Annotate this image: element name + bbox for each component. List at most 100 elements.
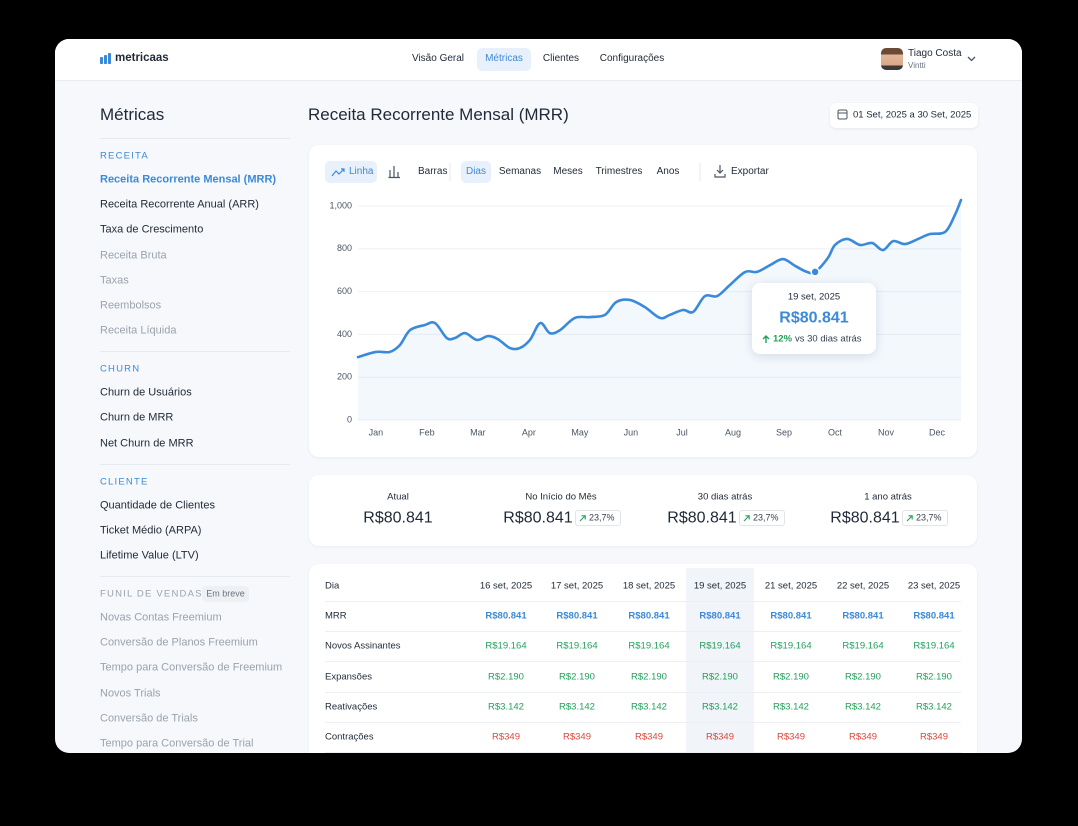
- table-cell: R$3.142: [845, 701, 881, 713]
- table-cell: R$349: [563, 731, 591, 743]
- nav-active-pill: [477, 48, 531, 71]
- stat-value: R$80.841: [363, 509, 433, 527]
- column-header: 17 set, 2025: [550, 580, 604, 592]
- period[interactable]: Trimestres: [595, 166, 643, 177]
- nav-item[interactable]: Métricas: [485, 53, 523, 64]
- table-cell: R$349: [492, 731, 520, 743]
- table-card: [309, 564, 977, 764]
- table-cell: R$3.142: [773, 701, 809, 713]
- table-cell: R$2.190: [631, 670, 667, 682]
- nav-item[interactable]: Visão Geral: [411, 53, 465, 64]
- sidebar-item[interactable]: Taxa de Crescimento: [100, 223, 204, 236]
- period[interactable]: Dias: [465, 166, 487, 177]
- divider: [100, 463, 290, 465]
- period[interactable]: Anos: [656, 166, 680, 177]
- section-heading: FUNIL DE VENDAS: [100, 588, 203, 600]
- toggle-active: [325, 161, 377, 183]
- divider: [100, 576, 290, 577]
- sidebar-item[interactable]: Receita Recorrente Anual (ARR): [100, 198, 259, 211]
- toggle-active: [461, 161, 491, 183]
- user-company: Vintti: [908, 61, 926, 71]
- table-cell: R$80.841: [913, 610, 955, 622]
- table-cell: R$3.142: [631, 701, 667, 713]
- column-header: 22 set, 2025: [836, 580, 890, 592]
- period[interactable]: Meses: [553, 166, 583, 177]
- column-header: 23 set, 2025: [907, 580, 961, 592]
- stat-label: Atual: [387, 491, 409, 503]
- table-cell: R$2.190: [916, 670, 952, 682]
- table-cell: R$3.142: [488, 701, 524, 713]
- chart-type[interactable]: Barras: [418, 166, 448, 177]
- table-cell: R$349: [849, 731, 877, 743]
- table-cell: R$19.164: [699, 640, 741, 652]
- stat-value: R$80.841: [830, 509, 900, 527]
- row-label: Novos Assinantes: [325, 640, 401, 652]
- table-cell: R$2.190: [845, 670, 881, 682]
- sidebar-item: Novos Trials: [100, 687, 161, 699]
- stat-change: 23,7%: [916, 512, 942, 523]
- row-divider: [325, 661, 961, 663]
- up-arrow: [762, 335, 770, 343]
- table-cell: R$19.164: [770, 640, 812, 652]
- nav-item[interactable]: Clientes: [542, 53, 580, 64]
- table-cell: R$80.841: [842, 610, 884, 622]
- sidebar-item[interactable]: Quantidade de Clientes: [100, 499, 215, 511]
- sidebar-item[interactable]: Net Churn de MRR: [100, 437, 194, 449]
- stat-change-badge: [902, 510, 948, 526]
- table-cell: R$19.164: [913, 640, 955, 652]
- avatar[interactable]: [881, 48, 903, 70]
- table-cell: R$19.164: [556, 640, 598, 652]
- stat-change: 23,7%: [753, 512, 779, 523]
- table-cell: R$19.164: [628, 640, 670, 652]
- table-cell: R$2.190: [773, 670, 809, 682]
- row-divider: [325, 752, 961, 754]
- sidebar-item: Conversão de Trials: [100, 712, 198, 725]
- table-cell: R$2.190: [702, 670, 738, 682]
- divider: [100, 351, 290, 353]
- table-cell: R$80.841: [699, 610, 741, 622]
- sidebar-item: Taxas: [100, 274, 129, 287]
- table-cell: R$2.190: [559, 670, 595, 682]
- user-name[interactable]: Tiago Costa: [908, 48, 962, 59]
- sidebar-item[interactable]: Churn de Usuários: [100, 386, 192, 399]
- tooltip-value: R$80.841: [779, 309, 849, 327]
- sidebar-item[interactable]: Lifetime Value (LTV): [100, 549, 199, 562]
- section-heading: CLIENTE: [100, 475, 149, 487]
- nav-item[interactable]: Configurações: [599, 53, 665, 64]
- chart-type[interactable]: Linha: [349, 166, 374, 177]
- tooltip-change: 12%: [773, 333, 793, 345]
- table-cell: R$80.841: [770, 610, 812, 622]
- column-header: 18 set, 2025: [622, 580, 676, 592]
- export-button[interactable]: Exportar: [731, 166, 769, 177]
- period[interactable]: Semanas: [498, 166, 542, 177]
- logo: metricaas: [115, 52, 169, 65]
- stats-card: [309, 475, 977, 546]
- sidebar-item: Receita Líquida: [100, 324, 177, 337]
- table-cell: R$80.841: [556, 610, 598, 622]
- section-heading: RECEITA: [100, 150, 149, 162]
- frame-mask: [0, 753, 1078, 826]
- column-header: 16 set, 2025: [479, 580, 533, 592]
- sidebar-item[interactable]: Receita Recorrente Mensal (MRR): [100, 173, 277, 186]
- sidebar-item[interactable]: Churn de MRR: [100, 411, 174, 424]
- top-nav: [55, 39, 1022, 81]
- table-cell: R$349: [777, 731, 805, 743]
- divider: [100, 138, 290, 139]
- sidebar-item[interactable]: Ticket Médio (ARPA): [100, 524, 202, 537]
- up-arrow: [762, 335, 770, 343]
- badge-label: Em breve: [206, 588, 245, 599]
- tooltip-comparison: vs 30 dias atrás: [795, 333, 862, 345]
- table-cell: R$19.164: [485, 640, 527, 652]
- badge: [202, 586, 249, 602]
- row-label: Contrações: [325, 731, 374, 743]
- row-divider: [325, 721, 961, 723]
- sidebar-title: Métricas: [100, 104, 165, 124]
- stat-value: R$80.841: [667, 509, 737, 527]
- stat-change: 23,7%: [589, 512, 615, 523]
- row-label: Expansões: [325, 670, 373, 682]
- stat-change-badge: [739, 510, 785, 526]
- date-picker[interactable]: [830, 103, 978, 128]
- column-header: 19 set, 2025: [693, 580, 747, 592]
